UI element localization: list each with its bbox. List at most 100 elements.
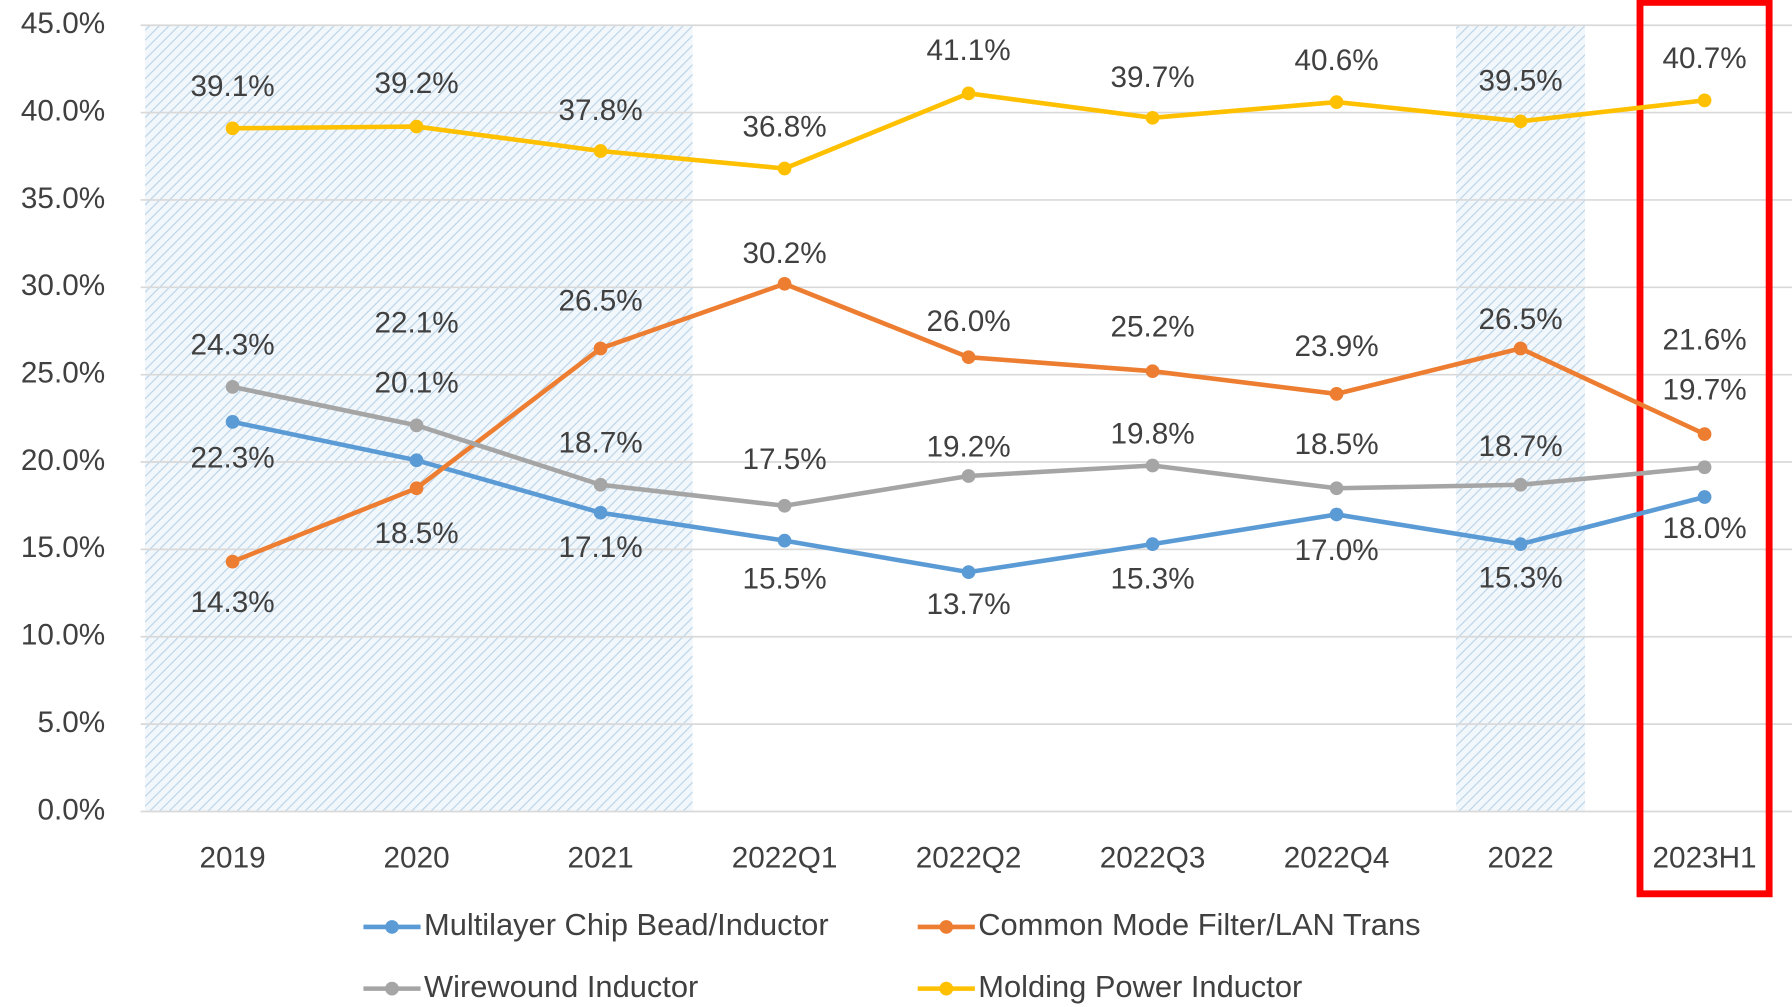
data-label: 23.9%: [1294, 330, 1378, 363]
data-point: [1697, 427, 1712, 441]
data-point: [1697, 460, 1712, 475]
data-label: 39.1%: [190, 70, 274, 103]
data-point: [409, 453, 424, 468]
data-point: [777, 498, 792, 513]
data-label: 37.8%: [558, 94, 642, 127]
x-tick-label: 2022Q4: [1284, 841, 1390, 874]
data-label: 18.0%: [1662, 512, 1746, 545]
data-point: [1697, 93, 1712, 108]
data-point: [961, 350, 976, 365]
y-tick-label: 35.0%: [21, 182, 105, 215]
data-label: 18.5%: [374, 517, 458, 550]
x-tick-label: 2019: [200, 841, 266, 874]
data-label: 19.2%: [926, 430, 1010, 463]
highlight-box: [1636, 0, 1773, 898]
y-tick-label: 10.0%: [21, 619, 105, 652]
x-tick-label: 2022Q3: [1100, 841, 1206, 874]
x-tick-label: 2021: [568, 841, 634, 874]
data-label: 39.2%: [374, 67, 458, 100]
data-point: [225, 121, 240, 136]
data-point: [1697, 490, 1712, 504]
data-label: 24.3%: [190, 329, 274, 362]
data-label: 19.8%: [1110, 418, 1194, 451]
data-label: 41.1%: [926, 34, 1010, 67]
x-tick-label: 2020: [384, 841, 450, 874]
data-label: 15.5%: [742, 563, 826, 596]
data-label: 17.5%: [742, 443, 826, 476]
data-point: [1513, 114, 1528, 129]
data-label: 26.5%: [1478, 303, 1562, 336]
data-label: 19.7%: [1662, 374, 1746, 407]
data-label: 18.5%: [1294, 428, 1378, 461]
data-point: [961, 565, 976, 579]
data-point: [1513, 341, 1528, 356]
data-point: [1329, 507, 1344, 522]
data-label: 22.1%: [374, 307, 458, 340]
legend-label: Common Mode Filter/LAN Trans: [978, 907, 1420, 942]
data-point: [225, 414, 240, 429]
data-label: 14.3%: [190, 586, 274, 619]
legend-marker: [385, 920, 399, 934]
data-label: 21.6%: [1662, 323, 1746, 356]
x-tick-label: 2023H1: [1653, 841, 1757, 874]
legend-marker: [385, 981, 399, 996]
data-point: [777, 161, 792, 176]
legend-label: Wirewound Inductor: [424, 969, 698, 1004]
data-point: [593, 477, 608, 492]
data-point: [409, 418, 424, 433]
x-tick-label: 2022Q2: [916, 841, 1022, 874]
data-label: 17.0%: [1294, 534, 1378, 567]
y-tick-label: 25.0%: [21, 357, 105, 390]
data-label: 39.7%: [1110, 61, 1194, 94]
data-point: [225, 380, 240, 394]
data-point: [409, 119, 424, 134]
data-point: [1145, 537, 1160, 552]
legend-marker: [939, 920, 954, 934]
data-point: [593, 505, 608, 520]
y-tick-label: 30.0%: [21, 269, 105, 302]
data-point: [1145, 110, 1160, 125]
data-label: 13.7%: [926, 588, 1010, 621]
data-label: 15.3%: [1478, 561, 1562, 594]
data-label: 36.8%: [742, 110, 826, 143]
data-point: [1513, 477, 1528, 492]
data-label: 39.5%: [1478, 64, 1562, 97]
data-point: [1329, 481, 1344, 496]
data-point: [1145, 364, 1160, 379]
y-tick-label: 15.0%: [21, 531, 105, 564]
data-point: [1513, 537, 1528, 552]
data-point: [409, 481, 424, 496]
data-label: 25.2%: [1110, 311, 1194, 344]
data-point: [593, 341, 608, 356]
data-point: [777, 533, 792, 548]
x-tick-label: 2022Q1: [732, 841, 838, 874]
data-label: 17.1%: [558, 531, 642, 564]
data-point: [593, 144, 608, 158]
data-label: 26.0%: [926, 305, 1010, 338]
data-point: [225, 554, 240, 569]
data-label: 20.1%: [374, 367, 458, 400]
data-point: [961, 86, 976, 101]
x-tick-label: 2022: [1488, 841, 1554, 874]
data-label: 40.7%: [1662, 42, 1746, 75]
legend-marker: [939, 981, 954, 996]
legend-label: Molding Power Inductor: [978, 969, 1302, 1004]
data-point: [777, 276, 792, 291]
data-point: [1329, 387, 1344, 401]
data-label: 22.3%: [190, 441, 274, 474]
y-tick-label: 0.0%: [37, 793, 105, 826]
legend-label: Multilayer Chip Bead/Inductor: [424, 907, 829, 942]
y-tick-label: 40.0%: [21, 94, 105, 127]
y-tick-label: 5.0%: [37, 706, 105, 739]
data-label: 30.2%: [742, 237, 826, 270]
y-tick-label: 20.0%: [21, 444, 105, 477]
data-label: 18.7%: [558, 427, 642, 460]
data-point: [1329, 95, 1344, 109]
data-point: [1145, 458, 1160, 473]
data-point: [961, 469, 976, 483]
shaded-region: [1456, 25, 1585, 812]
y-tick-label: 45.0%: [21, 7, 105, 40]
data-label: 15.3%: [1110, 563, 1194, 596]
data-label: 26.5%: [558, 285, 642, 318]
